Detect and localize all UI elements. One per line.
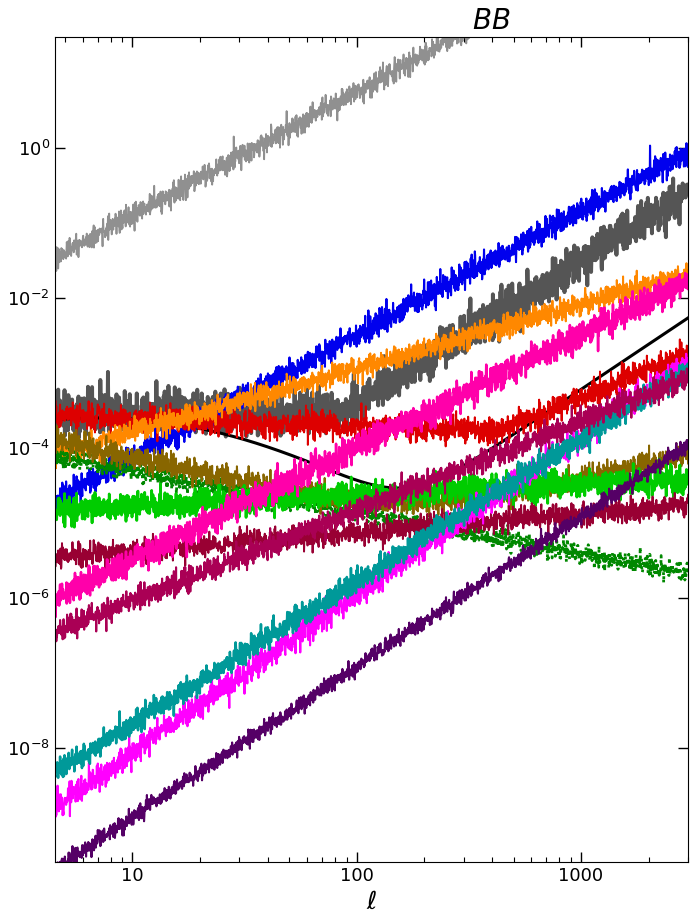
Text: $\mathit{BB}$: $\mathit{BB}$ [473,7,511,35]
X-axis label: $\ell$: $\ell$ [366,890,377,914]
